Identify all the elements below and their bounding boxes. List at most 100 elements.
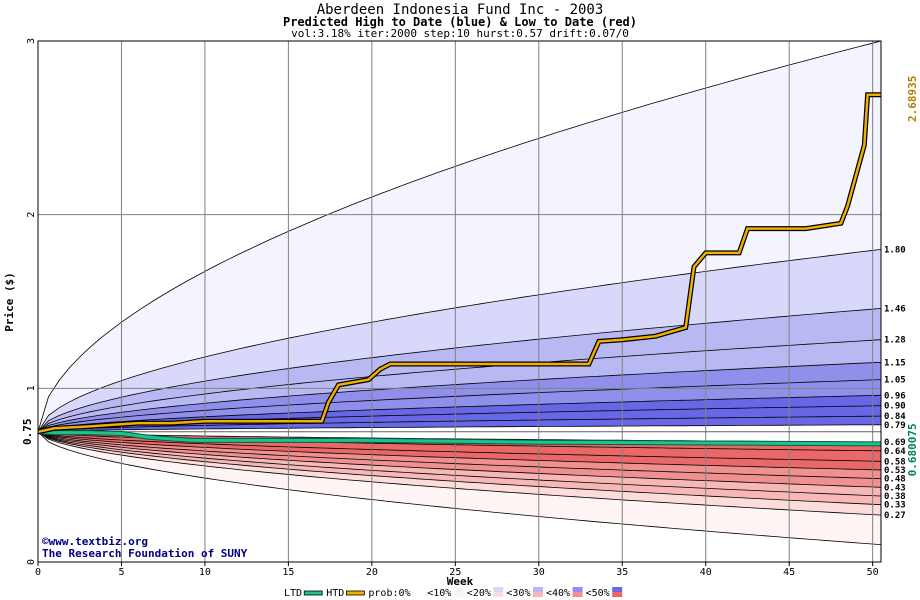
start-price-label: 0.75 [21, 419, 34, 446]
high-quantile-label-6: 0.90 [884, 402, 906, 412]
high-band-6 [38, 395, 881, 432]
y-tick-label-0: 0 [26, 559, 37, 565]
quantile-line-17 [37, 431, 882, 506]
low-quantile-label-7: 0.33 [884, 501, 906, 511]
quantile-line-6 [37, 394, 882, 433]
high-band-1 [38, 249, 881, 432]
legend-swatch-0 [303, 590, 323, 596]
quantile-line-8 [37, 415, 882, 433]
x-tick-label-15: 15 [282, 567, 294, 578]
high-band-4 [38, 362, 881, 432]
y-tick-label-2: 2 [26, 212, 37, 218]
high-quantile-label-2: 1.28 [884, 336, 906, 346]
low-quantile-label-3: 0.53 [884, 466, 906, 476]
legend-swatch-high-4 [493, 587, 504, 592]
low-band-9 [38, 431, 881, 545]
chart-title: Aberdeen Indonesia Fund Inc - 2003 [317, 2, 604, 18]
legend-label-1: HTD [326, 588, 344, 599]
low-quantile-label-1: 0.64 [884, 447, 906, 457]
low-quantile-label-4: 0.48 [884, 475, 906, 485]
chart-subtitle: Predicted High to Date (blue) & Low to D… [283, 15, 637, 29]
x-tick-label-10: 10 [199, 567, 211, 578]
legend-swatch-low-4 [493, 592, 504, 597]
legend-swatch-high-2 [414, 587, 425, 592]
htd-line [37, 93, 881, 434]
legend-label-4: <20% [467, 588, 491, 599]
legend-swatch-low-6 [572, 592, 583, 597]
high-band-7 [38, 405, 881, 432]
high-quantile-label-1: 1.46 [884, 304, 906, 314]
high-band-5 [38, 379, 881, 432]
legend-swatch-high-6 [572, 587, 583, 592]
plot-frame [37, 40, 882, 563]
high-band-3 [38, 339, 881, 432]
quantile-line-19 [37, 431, 882, 545]
high-quantile-label-8: 0.79 [884, 421, 906, 431]
x-tick-label-50: 50 [867, 567, 879, 578]
x-tick-label-0: 0 [35, 567, 41, 578]
quantile-line-16 [37, 431, 882, 497]
low-quantile-label-6: 0.38 [884, 492, 906, 502]
legend-swatch-high-5 [533, 587, 543, 592]
legend-label-5: <30% [506, 588, 530, 599]
x-tick-label-20: 20 [366, 567, 378, 578]
x-tick-label-30: 30 [533, 567, 545, 578]
credit-website: ©www.textbiz.org [42, 535, 148, 548]
high-band-8 [38, 416, 881, 432]
htd-end-value: 2.68935 [906, 76, 919, 122]
low-band-2 [38, 431, 881, 462]
high-quantile-label-4: 1.05 [884, 376, 906, 386]
series-lines [37, 92, 882, 447]
quantile-line-12 [37, 431, 882, 462]
x-axis-label: Week [447, 575, 474, 588]
y-axis-ticks: 0 1 2 3 [26, 38, 37, 565]
legend-label-2: prob:0% [368, 588, 410, 599]
ltd-end-value: 0.680075 [906, 423, 919, 476]
high-band-0 [38, 41, 881, 432]
low-quantile-label-8: 0.27 [884, 511, 906, 521]
high-band-9 [38, 424, 881, 432]
low-band-0 [38, 431, 881, 443]
low-band-6 [38, 431, 881, 496]
low-band-7 [38, 431, 881, 505]
low-band-4 [38, 431, 881, 479]
quantile-line-14 [37, 431, 882, 479]
high-quantile-label-0: 1.80 [884, 245, 906, 255]
legend-swatch-low-2 [414, 592, 425, 597]
x-tick-label-5: 5 [118, 567, 124, 578]
legend-swatch-1 [345, 590, 365, 596]
x-tick-label-35: 35 [616, 567, 628, 578]
quantile-line-5 [37, 379, 882, 433]
legend-label-3: <10% [427, 588, 451, 599]
legend-label-7: <50% [586, 588, 610, 599]
low-quantile-label-2: 0.58 [884, 457, 906, 467]
quantile-line-18 [37, 431, 882, 516]
quantile-line-4 [37, 361, 882, 433]
x-axis-ticks: 0 5 10 15 20 25 30 35 40 45 50 [35, 562, 879, 578]
quantile-line-15 [37, 431, 882, 488]
legend-label-0: LTD [284, 588, 302, 599]
legend-swatch-low-7 [612, 592, 623, 597]
y-tick-label-3: 3 [26, 38, 37, 44]
quantile-line-0 [37, 40, 882, 432]
legend: LTD HTD prob:0% <10% <20% <30% <40% <50% [284, 587, 623, 599]
low-quantile-label-5: 0.43 [884, 483, 906, 493]
legend-label-6: <40% [546, 588, 570, 599]
quantile-line-13 [37, 431, 882, 471]
quantile-line-2 [37, 308, 882, 433]
quantile-labels: 1.80 1.46 1.28 1.15 1.05 0.960.900.840.79 0.69… [884, 245, 906, 521]
low-band-5 [38, 431, 881, 488]
quantile-line-1 [37, 249, 882, 433]
high-quantile-label-7: 0.84 [884, 412, 906, 422]
credit-organization: The Research Foundation of SUNY [42, 547, 248, 560]
legend-swatch-high-7 [612, 587, 623, 592]
low-band-3 [38, 431, 881, 470]
high-quantile-label-3: 1.15 [884, 358, 906, 368]
quantile-line-3 [37, 339, 882, 433]
probability-bands [37, 40, 882, 545]
y-tick-label-1: 1 [26, 385, 37, 391]
quantile-line-9 [37, 424, 882, 433]
legend-swatch-low-3 [453, 592, 464, 597]
low-quantile-label-0: 0.69 [884, 438, 906, 448]
